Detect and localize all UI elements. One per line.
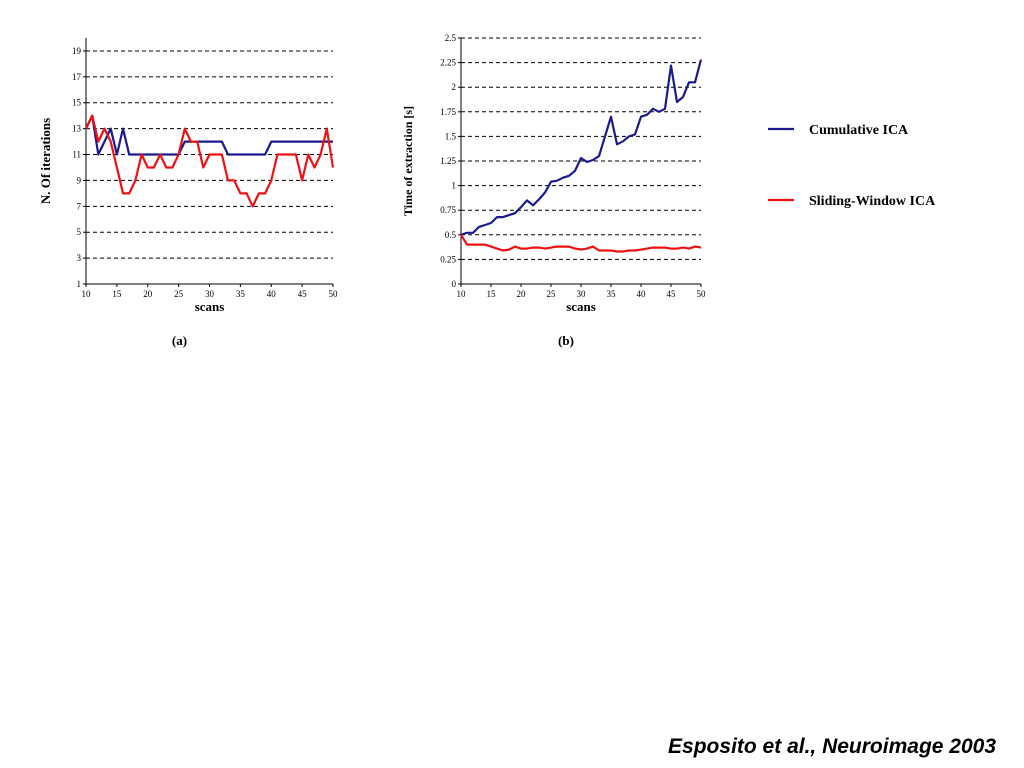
chart-panel-b: 0 0.25 0.5 0.75 1 1.25 1.5 1.75 2 2.25 2.5 10 15 20 25… — [401, 33, 706, 348]
legend-label-cumulative-ica: Cumulative ICA — [809, 123, 909, 138]
y-axis-label: N. Of iterations — [38, 118, 53, 204]
series-line-sliding-window-ica — [85, 114, 335, 208]
x-tick-label: 10 — [82, 289, 92, 299]
y-tick-label: 17 — [72, 72, 82, 82]
y-tick-label: 2 — [452, 82, 457, 92]
x-tick-label: 30 — [205, 289, 215, 299]
x-tick-label: 40 — [267, 289, 277, 299]
y-tick-label: 1.75 — [440, 107, 456, 117]
x-tick-label: 45 — [298, 289, 308, 299]
x-tick-label: 25 — [174, 289, 184, 299]
y-tick-label: 1.5 — [445, 131, 457, 141]
citation-text: Esposito et al., Neuroimage 2003 — [668, 735, 996, 758]
y-tick-label: 15 — [72, 98, 82, 108]
x-tick-label: 30 — [577, 289, 587, 299]
x-tick-label: 10 — [457, 289, 467, 299]
y-tick-label: 9 — [77, 175, 82, 185]
legend: Cumulative ICA Sliding-Window ICA — [768, 123, 936, 209]
panel-label: (b) — [558, 333, 574, 348]
series-line-cumulative-ica — [85, 114, 333, 156]
y-tick-label: 0.25 — [440, 254, 456, 264]
y-tick-label: 2.25 — [440, 58, 456, 68]
series-line-cumulative-ica — [460, 59, 703, 236]
x-axis-label: scans — [195, 299, 225, 314]
y-tick-label: 11 — [72, 150, 81, 160]
x-tick-label: 35 — [607, 289, 617, 299]
y-axis-label: Time of extraction [s] — [401, 106, 415, 216]
y-tick-label: 0.75 — [440, 205, 456, 215]
y-tick-label: 0 — [452, 279, 457, 289]
y-tick-label: 1 — [77, 279, 82, 289]
y-tick-label: 1 — [452, 181, 457, 191]
y-tick-label: 5 — [77, 227, 82, 237]
y-tick-label: 13 — [72, 124, 82, 134]
series-line-sliding-window-ica — [460, 234, 702, 253]
x-tick-label: 15 — [112, 289, 122, 299]
x-tick-label: 20 — [143, 289, 153, 299]
x-tick-label: 40 — [637, 289, 647, 299]
x-tick-label: 15 — [487, 289, 497, 299]
x-tick-label: 20 — [517, 289, 527, 299]
x-tick-label: 50 — [697, 289, 707, 299]
x-axis-label: scans — [566, 299, 596, 314]
y-tick-label: 19 — [72, 46, 82, 56]
legend-label-sliding-window-ica: Sliding-Window ICA — [809, 194, 936, 209]
panel-label: (a) — [172, 333, 187, 348]
y-tick-label: 2.5 — [445, 33, 457, 43]
y-tick-label: 1.25 — [440, 156, 456, 166]
x-tick-label: 25 — [547, 289, 557, 299]
x-tick-label: 35 — [236, 289, 246, 299]
y-tick-label: 3 — [77, 253, 82, 263]
x-tick-label: 45 — [667, 289, 677, 299]
y-tick-label: 0.5 — [445, 230, 457, 240]
x-tick-label: 50 — [329, 289, 339, 299]
y-tick-label: 7 — [77, 201, 82, 211]
